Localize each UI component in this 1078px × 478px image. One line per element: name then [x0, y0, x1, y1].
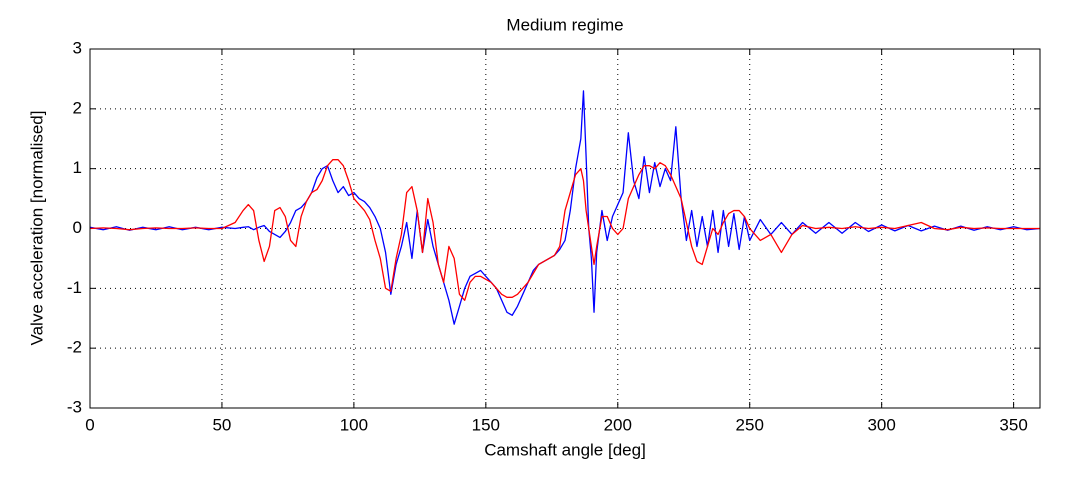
y-tick-label: 2	[73, 98, 82, 117]
x-tick-label: 350	[999, 415, 1027, 434]
y-tick-label: 1	[73, 158, 82, 177]
x-tick-label: 200	[604, 415, 632, 434]
y-tick-label: 0	[73, 218, 82, 237]
plot-frame	[89, 48, 1041, 409]
y-tick-label: -3	[67, 397, 82, 416]
x-tick-label: 0	[85, 415, 94, 434]
data-line	[89, 159, 1040, 301]
x-axis-label: Camshaft angle [deg]	[484, 440, 646, 459]
x-tick-label: 50	[212, 415, 231, 434]
x-tick-label: 150	[472, 415, 500, 434]
y-tick-label: -1	[67, 278, 82, 297]
y-axis-label: Valve acceleration [normalised]	[27, 111, 46, 346]
y-tick-label: -2	[67, 338, 82, 357]
y-tick-label: 3	[73, 38, 82, 57]
data-line	[89, 90, 1041, 325]
x-tick-label: 300	[867, 415, 895, 434]
x-tick-label: 100	[340, 415, 368, 434]
x-tick-label: 250	[736, 415, 764, 434]
chart-title: Medium regime	[506, 15, 623, 34]
